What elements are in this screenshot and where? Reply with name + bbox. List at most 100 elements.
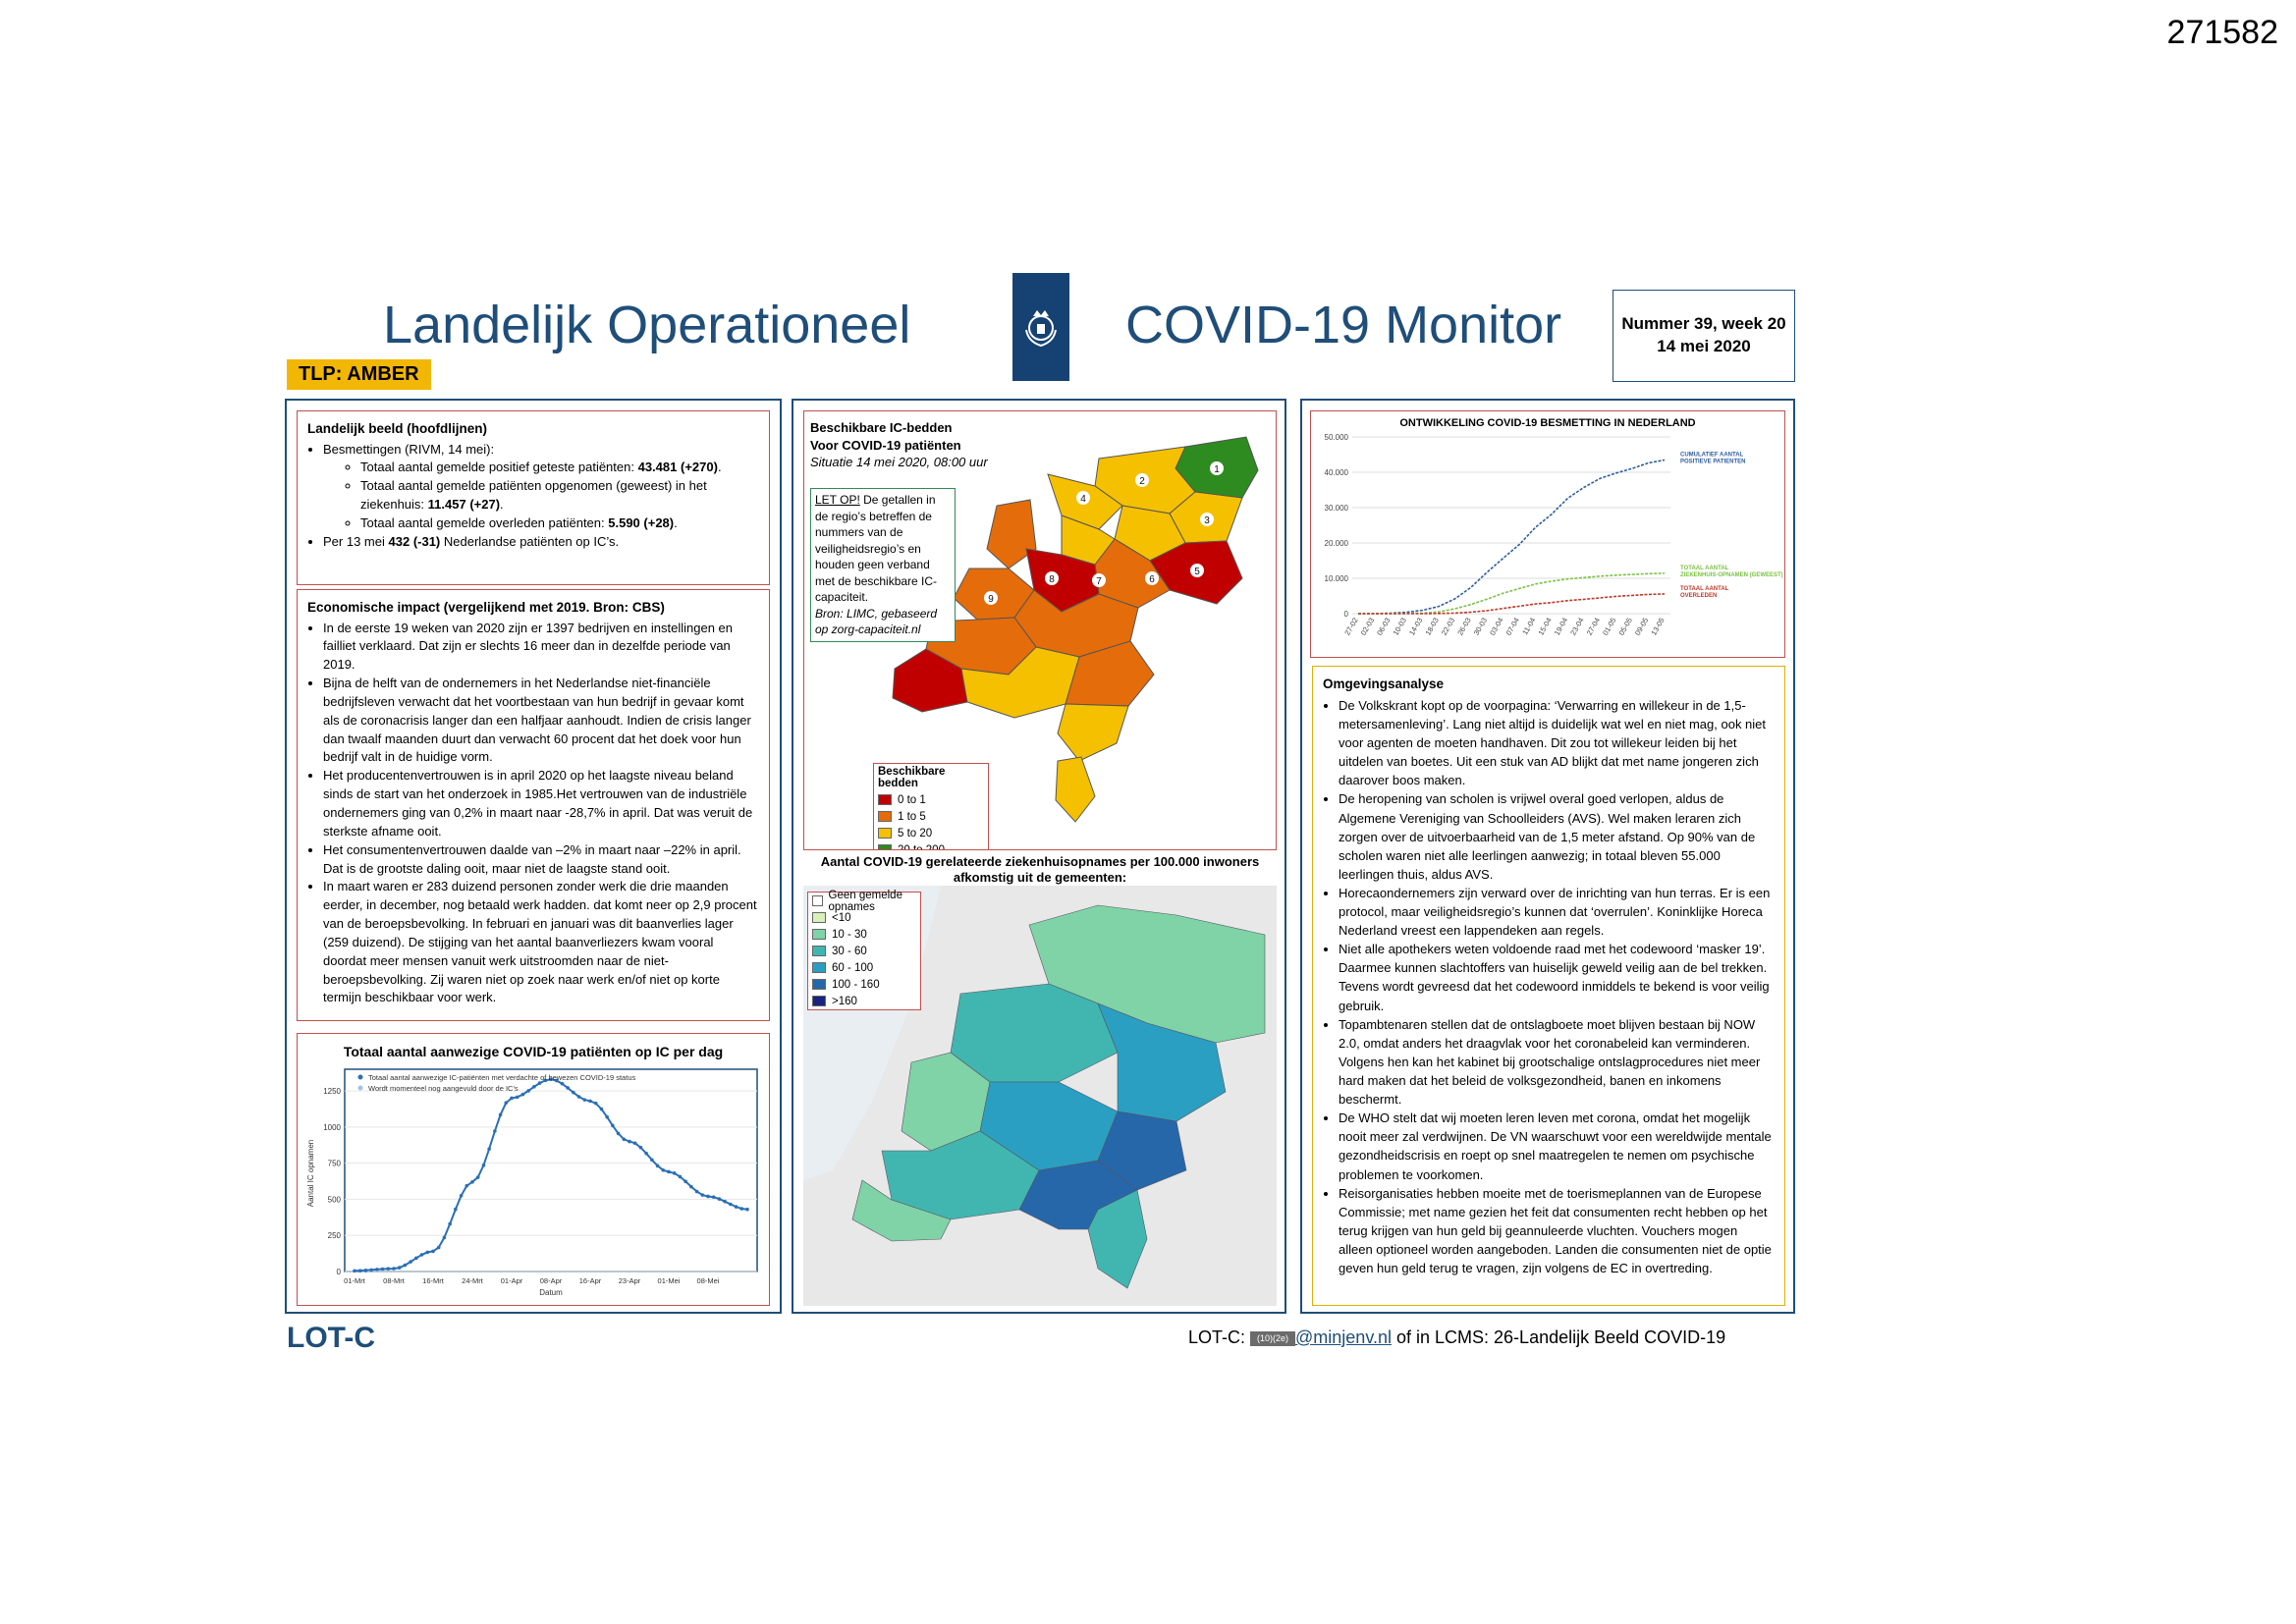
left-panel: Landelijk beeld (hoofdlijnen) Besmetting… [285,399,782,1314]
trend-chart-box: ONTWIKKELING COVID-19 BESMETTING IN NEDE… [1310,410,1785,658]
hosp-legend-swatch [812,895,823,906]
ic-data-point [644,1151,648,1156]
ic-data-point [745,1207,749,1212]
ic-data-point [526,1089,530,1093]
ic-data-point [739,1207,744,1211]
ic-data-point [706,1194,710,1199]
right-panel: ONTWIKKELING COVID-19 BESMETTING IN NEDE… [1300,399,1795,1314]
ic-data-point [504,1101,509,1105]
ic-x-tick-label: 23-Apr [619,1276,641,1285]
ic-beds-legend-swatch [878,794,892,805]
svg-text:5: 5 [1194,567,1200,577]
economisch-bullet: Het producentenvertrouwen is in april 20… [323,767,759,840]
ic-legend-title: Beschikbare bedden [878,766,946,789]
ic-data-point [442,1235,447,1240]
ic-map-legend: Beschikbare bedden 0 to 1 1 to 5 5 to 20 20… [873,763,989,849]
ic-chart-box: Totaal aantal aanwezige COVID-19 patiënt… [297,1033,770,1306]
ic-data-point [403,1263,408,1268]
ic-beds-legend-item: 5 to 20 [874,825,988,841]
issue-box: Nummer 39, week 20 14 mei 2020 [1613,290,1795,382]
ic-x-tick-label: 24-Mrt [462,1276,484,1285]
document-id: 271582 [2166,14,2278,51]
region-number-labels: 1 2 3 4 5 6 7 8 9 [984,461,1224,605]
svg-text:9: 9 [988,594,994,605]
ic-x-axis-label: Datum [539,1288,563,1297]
ic-data-point [605,1114,609,1119]
ic-data-point [572,1090,575,1095]
trend-x-tick-label: 14-03 [1407,617,1424,637]
note-label: LET OP! [815,493,860,507]
ic-data-point [532,1085,536,1089]
omgeving-bullet: De heropening van scholen is vrijwel ove… [1339,789,1775,884]
note-text: De getallen in de regio’s betreffen de n… [815,493,938,605]
ic-data-point [537,1081,542,1085]
landelijk-sub-2: Totaal aantal gemelde patiënten opgenome… [360,477,759,514]
trend-series-label: TOTAAL AANTAL [1680,586,1729,592]
hosp-legend-swatch [812,929,826,940]
ic-legend-marker-1 [357,1074,363,1080]
trend-x-tick-label: 02-03 [1359,617,1376,637]
ic-data-point [582,1098,587,1102]
economisch-bullet: In de eerste 19 weken van 2020 zijn er 1… [323,620,759,676]
ic-data-point [689,1184,693,1189]
ic-y-tick-label: 1250 [323,1087,341,1096]
ic-data-point [397,1266,402,1270]
ic-data-point [431,1249,435,1254]
landelijk-bullet-1: Besmettingen (RIVM, 14 mei): Totaal aant… [323,441,759,533]
hosp-map-title: Aantal COVID-19 gerelateerde ziekenhuiso… [820,854,1260,885]
title-left: Landelijk Operationeel [383,296,911,354]
hosp-map-legend: Geen gemelde opnames <10 10 - 30 30 - 60 60 … [807,890,921,1010]
ic-map-situation: Situatie 14 mei 2020, 08:00 uur [810,455,988,470]
svg-text:6: 6 [1149,574,1155,585]
ic-map-title: Beschikbare IC-bedden Voor COVID-19 pati… [810,419,1036,471]
ic-x-tick-label: 16-Apr [579,1276,602,1285]
trend-series-label: TOTAAL AANTAL [1680,566,1729,571]
ic-beds-legend-swatch [878,828,892,839]
omgeving-bullet: Horecaondernemers zijn verward over de i… [1339,884,1775,940]
crest-icon [1012,273,1069,381]
ic-data-point [409,1260,412,1264]
trend-series-label: ZIEKENHUIS-OPNAMEN (GEWEEST) [1680,572,1783,578]
ic-x-tick-label: 08-Apr [540,1276,563,1285]
trend-y-tick-label: 30.000 [1325,504,1349,513]
ic-data-point [510,1096,514,1101]
ic-data-point [588,1099,592,1104]
ic-x-tick-label: 01-Apr [501,1276,523,1285]
ic-y-tick-label: 500 [328,1195,342,1204]
svg-text:7: 7 [1096,576,1102,587]
ic-data-point [498,1112,503,1117]
ic-beds-legend-item: 20 to 200 [874,841,988,849]
trend-x-tick-label: 03-04 [1488,617,1504,637]
trend-x-tick-label: 19-04 [1553,617,1569,637]
trend-x-tick-label: 15-04 [1536,617,1553,637]
hosp-legend-item: 100 - 160 [808,976,920,993]
ic-y-tick-label: 1000 [323,1123,341,1132]
title-right: COVID-19 Monitor [1125,296,1562,354]
note-source: Bron: LIMC, gebaseerd op zorg-capaciteit… [815,606,938,637]
ic-data-point [392,1267,396,1271]
ic-data-point [566,1086,570,1090]
economisch-bullet: In maart waren er 283 duizend personen z… [323,878,759,1007]
trend-x-tick-label: 26-03 [1455,617,1472,637]
ic-chart: 0 250 500 750 1000 1250 01-Mrt 08-Mrt 16-Mrt 24-… [306,1068,758,1297]
tlp-badge: TLP: AMBER [287,359,431,390]
ic-data-point [650,1158,654,1163]
hosp-legend-swatch [812,996,826,1006]
hosp-legend-label: 10 - 30 [832,928,867,941]
ic-data-point [515,1095,519,1100]
ic-legend: Totaal aantal aanwezige IC-patiënten met… [357,1073,635,1093]
trend-x-tick-label: 27-02 [1342,617,1359,637]
ic-data-point [470,1179,474,1184]
landelijk-sub-1: Totaal aantal gemelde positief geteste p… [360,459,759,477]
ic-beds-legend-label: 1 to 5 [898,810,926,823]
ic-beds-legend-label: 0 to 1 [898,793,926,806]
hosp-legend-item: 60 - 100 [808,959,920,976]
footer-email-link[interactable]: @minjenv.nl [1295,1327,1392,1347]
ic-beds-legend-swatch [878,844,892,849]
omgevingsanalyse-box: Omgevingsanalyse De Volkskrant kopt op d… [1312,666,1785,1306]
landelijk-sub-3: Totaal aantal gemelde overleden patiënte… [360,514,759,533]
ic-plot-frame [344,1068,758,1272]
trend-x-tick-label: 13-05 [1649,617,1666,637]
trend-y-tick-label: 10.000 [1325,574,1349,583]
ic-data-point [611,1123,615,1128]
